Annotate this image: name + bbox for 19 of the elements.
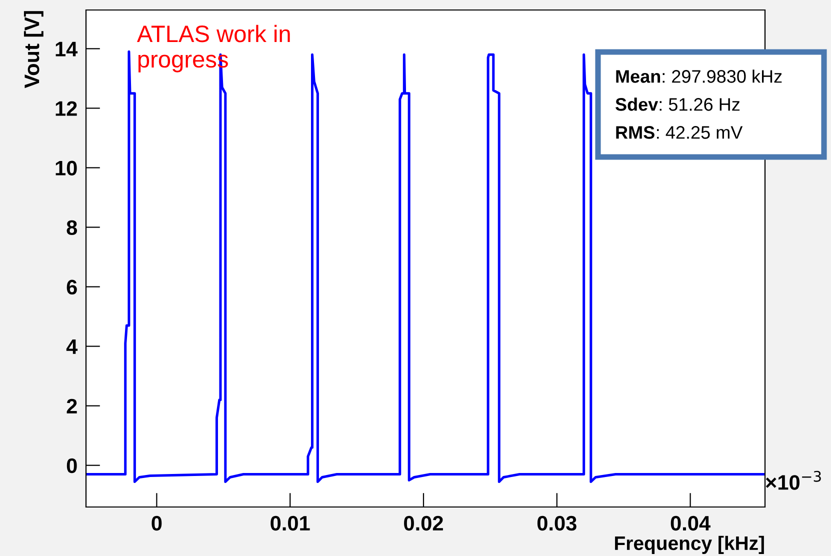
y-tick-label: 8 <box>66 220 78 236</box>
y-axis-title: Vout [V] <box>24 11 44 88</box>
y-tick-label: 2 <box>66 398 77 414</box>
annotation: Mean: 297.9830 kHz <box>616 70 782 83</box>
x-tick-label: 0.02 <box>404 516 443 531</box>
y-tick-label: 12 <box>56 101 77 116</box>
x-tick-label: 0.03 <box>537 516 576 531</box>
text: ×10$^{−3}$ <box>766 470 821 490</box>
x-tick-label: 0.01 <box>270 516 310 531</box>
x-axis-title: Frequency [kHz] <box>615 536 764 554</box>
y-tick-label: 10 <box>56 160 77 176</box>
annotation: RMS: 42.25 mV <box>616 126 743 139</box>
y-tick-label: 0 <box>66 458 77 474</box>
x-tick-label: 0.04 <box>670 516 710 531</box>
y-tick-label: 14 <box>56 42 78 56</box>
y-tick-label: 6 <box>66 280 77 295</box>
x-tick-label: 0 <box>152 516 162 531</box>
y-tick-label: 4 <box>66 340 78 354</box>
annotation: Sdev: 51.26 Hz <box>616 98 740 111</box>
